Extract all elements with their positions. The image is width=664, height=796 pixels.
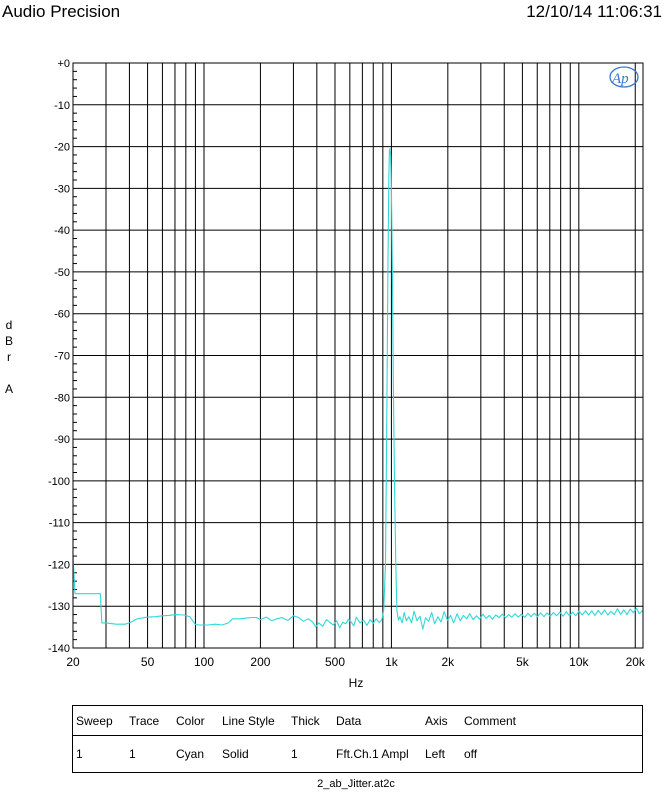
series-layer: [72, 148, 644, 630]
y-tick-label: -120: [48, 559, 70, 571]
y-axis-label-4: A: [4, 382, 13, 396]
x-tick-label: 2k: [441, 655, 455, 669]
x-tick-labels: 20 50 100 200 500 1k 2k 5k 10k 20k: [66, 655, 646, 669]
y-tick-label: -140: [48, 643, 70, 655]
y-tick-label: -110: [49, 518, 70, 530]
legend-trace: 1: [129, 747, 136, 761]
svg-text:Ap: Ap: [611, 71, 629, 87]
y-axis-label-1: B: [4, 334, 13, 348]
y-tick-label: +0: [57, 58, 70, 70]
y-axis-label-0: d: [5, 318, 13, 332]
x-tick-label: 50: [141, 655, 155, 669]
legend-row: 1 1 Cyan Solid 1 Fft.Ch.1 Ampl Left off: [73, 736, 643, 773]
y-tick-label: -130: [48, 601, 70, 613]
x-tick-label: 100: [194, 655, 214, 669]
legend-data: Fft.Ch.1 Ampl: [336, 747, 409, 761]
legend-line-style: Solid: [222, 747, 249, 761]
y-tick-label: -80: [54, 392, 70, 404]
legend-thick: 1: [291, 747, 298, 761]
x-tick-label: 5k: [516, 655, 530, 669]
y-axis-label-2: r: [7, 350, 11, 364]
legend-header-comment: Comment: [464, 713, 517, 728]
legend-table: Sweep Trace Color Line Style Thick Data …: [72, 705, 643, 773]
legend-header-color: Color: [176, 713, 205, 728]
legend-comment: off: [464, 747, 478, 761]
y-tick-label: -100: [48, 476, 70, 488]
app-title: Audio Precision: [2, 2, 121, 21]
legend-header-sweep: Sweep: [76, 713, 113, 728]
x-tick-label: 500: [325, 655, 345, 669]
legend-color: Cyan: [176, 747, 205, 761]
y-tick-label: -50: [54, 267, 70, 279]
y-tick-label: -10: [54, 100, 70, 112]
timestamp: 12/10/14 11:06:31: [526, 2, 662, 21]
grid-lines: [72, 62, 643, 649]
y-tick-label: -40: [54, 225, 70, 237]
legend-header-trace: Trace: [129, 713, 160, 728]
x-tick-label: 20: [66, 655, 80, 669]
file-name: 2_ab_Jitter.at2c: [317, 778, 395, 790]
plot-frame: [72, 62, 644, 649]
y-tick-labels: +0 -10 -20 -30 -40 -50 -60 -70 -80 -90 -100 -110 -12…: [48, 58, 70, 655]
legend-header-thick: Thick: [291, 713, 320, 728]
legend-header-data: Data: [336, 713, 362, 728]
x-tick-label: 20k: [626, 655, 646, 669]
legend-header-line-style: Line Style: [222, 713, 275, 728]
x-axis-label: Hz: [348, 676, 364, 690]
series-line-1: [72, 148, 644, 630]
ap-logo-icon: Ap: [609, 66, 639, 88]
y-tick-label: -90: [54, 434, 70, 446]
x-tick-label: 200: [250, 655, 270, 669]
x-tick-label: 10k: [569, 655, 589, 669]
y-tick-label: -20: [54, 142, 70, 154]
x-tick-label: 1k: [385, 655, 399, 669]
y-tick-label: -30: [54, 183, 70, 195]
y-tick-label: -60: [54, 309, 70, 321]
fft-plot: +0 -10 -20 -30 -40 -50 -60 -70 -80 -90 -100 -110 -12…: [48, 58, 646, 669]
legend-header-axis: Axis: [425, 713, 448, 728]
legend-axis: Left: [425, 747, 446, 761]
legend-header-row: Sweep Trace Color Line Style Thick Data …: [72, 706, 643, 736]
legend-sweep: 1: [76, 747, 83, 761]
y-tick-label: -70: [54, 351, 70, 363]
